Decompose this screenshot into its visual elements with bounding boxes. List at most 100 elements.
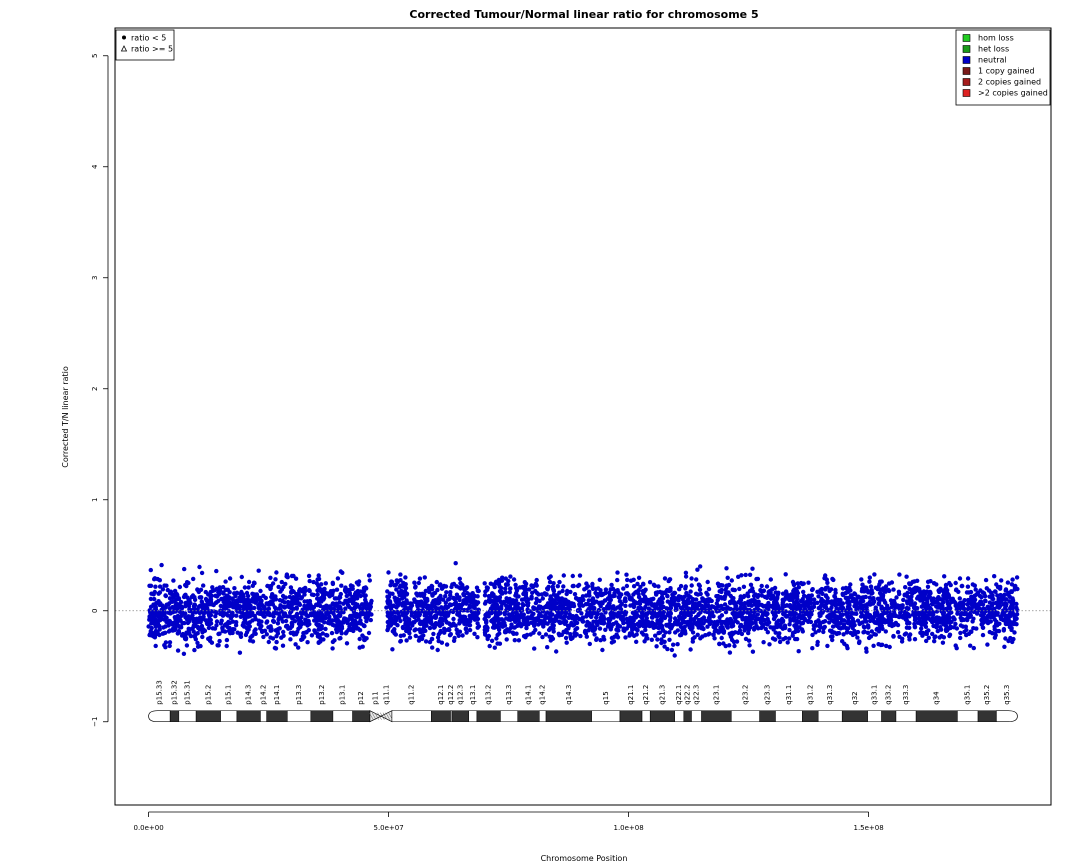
data-point [320,631,325,636]
data-point [332,614,338,619]
data-point [815,589,820,594]
data-point [826,599,831,604]
shape-legend-label: ratio >= 5 [131,45,173,54]
data-point [907,637,912,642]
data-point [962,629,967,635]
data-point [400,625,406,631]
data-point [483,632,488,637]
data-point [339,631,344,636]
ideogram-band-label: q11.2 [408,685,416,705]
data-point [813,623,819,628]
data-point [394,578,399,583]
y-tick-label: 3 [91,276,99,280]
data-point [363,597,368,602]
data-point [860,582,865,587]
data-point [746,602,751,608]
data-point [401,613,406,618]
data-point [280,619,285,624]
data-point [407,620,412,626]
data-point [440,610,445,616]
data-point [1014,616,1019,621]
data-point [819,602,825,607]
data-point [787,622,792,627]
ideogram-hatch [380,712,385,720]
chromosome-ideogram: p15.33 p15.32 p15.31 p15.2 p15.1 p14.3 p14.2 p1… [148,680,1018,723]
data-point [845,600,850,605]
data-point [153,643,158,649]
data-point [838,601,843,606]
data-point [678,624,684,629]
data-point [573,596,579,601]
data-point [722,602,728,607]
data-point [763,611,769,616]
data-point [281,629,286,635]
data-point [887,622,892,628]
data-point [886,581,892,586]
data-point [965,602,970,607]
data-point [200,610,205,615]
data-point [351,628,356,634]
data-point [564,640,569,645]
data-point [460,585,466,590]
data-point [949,619,954,624]
data-point [495,624,501,629]
shape-legend-box [115,29,175,61]
data-point [339,609,344,614]
data-point [768,625,773,630]
data-point [259,598,264,603]
data-point [244,625,249,631]
data-point [401,633,406,638]
data-point [489,638,495,643]
data-point [514,611,519,616]
ideogram-band [915,710,958,722]
data-point [413,633,418,639]
data-point [500,624,505,629]
data-point [962,598,967,603]
data-point [864,649,869,654]
data-point [448,593,453,598]
ideogram-band [817,710,843,722]
data-point [618,603,623,609]
data-point [854,604,859,609]
data-point [933,618,938,624]
data-point [179,625,184,630]
data-point [561,629,567,635]
data-point [606,602,612,608]
data-point [616,628,621,633]
data-point [458,604,463,610]
data-point [806,619,811,624]
data-point [398,583,403,588]
data-point [579,611,584,616]
data-point [497,579,502,584]
data-point [1012,630,1017,635]
data-point [907,597,912,603]
data-point [830,624,836,629]
data-point [877,582,882,587]
data-point [947,633,952,639]
data-point [953,621,958,627]
data-point [594,637,599,642]
data-point [847,615,852,620]
data-point [242,585,248,590]
data-point [512,638,517,643]
data-point [628,603,633,608]
data-point [873,585,879,590]
data-point [525,632,530,638]
ideogram-band-label: q13.1 [469,685,477,705]
data-point [475,635,480,640]
data-point [567,607,572,612]
ideogram-band-label: q22.2 [684,685,692,705]
data-point [245,593,251,599]
data-point [933,600,938,605]
data-point [451,621,456,626]
data-point [864,605,869,610]
data-point [299,596,304,601]
data-point [791,581,796,586]
ideogram-band-label: q35.3 [1003,685,1011,705]
data-point [238,614,243,619]
data-point [430,593,435,598]
data-point [714,605,719,610]
data-point [505,582,510,587]
y-tick-label: −1 [91,717,99,727]
data-point [956,603,961,609]
